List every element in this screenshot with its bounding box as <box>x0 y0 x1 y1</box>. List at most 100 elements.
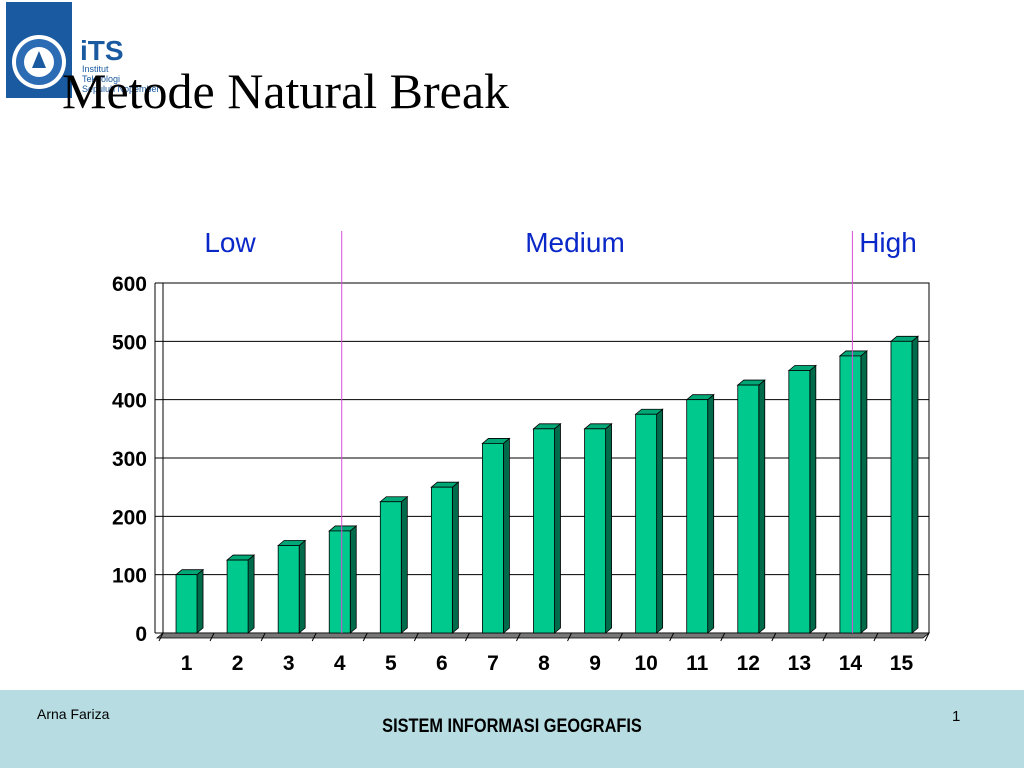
bar-side-11 <box>707 393 715 634</box>
bar-side-8 <box>554 422 561 634</box>
logo-line-3: Sepuluh Nopember <box>82 84 160 94</box>
x-tick-label-15: 15 <box>890 652 914 675</box>
x-tick-13 <box>822 632 828 642</box>
bar-10 <box>634 408 664 634</box>
bar-front-3 <box>277 545 300 634</box>
bar-15 <box>889 335 920 634</box>
logo-seal-emblem <box>32 51 46 68</box>
bar-front-11 <box>686 399 709 634</box>
logo-line-2: Teknologi <box>82 74 120 84</box>
bar-side-5 <box>400 495 408 634</box>
bar-12 <box>736 379 766 634</box>
x-tick-7 <box>516 632 521 642</box>
chart-axes <box>154 282 930 642</box>
x-tick-labels: 1 2 3 4 5 6 7 8 9 10 11 12 13 14 15 <box>181 652 914 675</box>
bar-4 <box>328 525 358 634</box>
x-tick-1 <box>209 632 215 642</box>
its-logo: iTS Institut Teknologi Sepuluh Nopember <box>6 2 160 98</box>
y-tick-label-500: 500 <box>112 331 147 354</box>
bar-front-15 <box>890 340 913 634</box>
y-tick-label-600: 600 <box>112 273 147 296</box>
y-tick-label-300: 300 <box>112 448 147 471</box>
x-tick-label-11: 11 <box>686 652 709 675</box>
x-tick-label-7: 7 <box>487 652 499 675</box>
bar-front-8 <box>533 428 555 634</box>
bar-3 <box>277 539 307 634</box>
bar-13 <box>787 364 817 634</box>
bar-side-13 <box>809 364 817 634</box>
bar-side-6 <box>451 481 459 634</box>
x-tick-label-14: 14 <box>839 652 863 675</box>
x-tick-0 <box>158 632 164 642</box>
y-tick-label-400: 400 <box>112 390 147 413</box>
x-tick-label-13: 13 <box>788 652 811 675</box>
x-tick-14 <box>873 632 879 642</box>
chart-floor-plane <box>155 632 931 639</box>
bar-side-14 <box>860 350 868 634</box>
bar-front-1 <box>175 574 198 634</box>
bar-5 <box>379 495 409 634</box>
bar-front-12 <box>737 384 760 634</box>
bar-side-1 <box>196 568 204 634</box>
footer-page-number: 1 <box>952 708 961 725</box>
logo-name: iTS <box>80 35 124 66</box>
bar-front-2 <box>226 559 249 634</box>
x-tick-label-5: 5 <box>385 652 397 675</box>
bar-1 <box>174 568 205 634</box>
footer-author: Arna Fariza <box>37 706 110 722</box>
bar-front-6 <box>430 486 453 634</box>
class-break-lines <box>341 231 853 633</box>
bar-front-13 <box>788 370 811 634</box>
y-tick-label-100: 100 <box>112 565 147 588</box>
y-tick-label-200: 200 <box>112 506 147 529</box>
class-labels: Low Medium High <box>204 227 916 258</box>
x-tick-label-1: 1 <box>181 652 193 675</box>
x-tick-label-8: 8 <box>538 652 550 675</box>
x-tick-label-3: 3 <box>283 652 295 675</box>
x-tick-10 <box>669 632 675 642</box>
slide-title: Metode Natural Break <box>62 63 510 119</box>
x-tick-label-10: 10 <box>634 652 657 675</box>
x-tick-2 <box>260 632 266 642</box>
bar-7 <box>481 437 511 634</box>
x-tick-6 <box>464 632 470 642</box>
bar-front-14 <box>839 355 862 634</box>
slide-footer: Arna Fariza SISTEM INFORMASI GEOGRAFIS 1 <box>0 690 1024 768</box>
bar-14 <box>838 350 869 634</box>
x-tick-9 <box>618 632 624 642</box>
bar-front-5 <box>379 501 402 634</box>
bar-8 <box>532 422 562 634</box>
y-tick-labels: 0 100 200 300 400 500 600 <box>112 273 147 646</box>
x-tick-label-2: 2 <box>232 652 244 675</box>
x-tick-label-9: 9 <box>589 652 601 675</box>
bar-side-9 <box>605 422 612 634</box>
bar-front-7 <box>482 443 504 634</box>
x-tick-label-4: 4 <box>334 652 346 675</box>
bar-front-10 <box>635 413 658 634</box>
bar-front-9 <box>584 428 606 634</box>
x-tick-11 <box>720 632 726 642</box>
class-label-medium: Medium <box>525 227 625 258</box>
x-tick-8 <box>567 632 572 642</box>
chart-bars <box>174 335 920 634</box>
footer-course-title: SISTEM INFORMASI GEOGRAFIS <box>382 716 642 737</box>
bar-side-7 <box>503 437 510 634</box>
logo-line-1: Institut <box>82 64 109 74</box>
x-tick-4 <box>362 632 368 642</box>
x-tick-5 <box>413 632 419 642</box>
bar-11 <box>685 393 715 634</box>
class-label-low: Low <box>204 227 256 258</box>
bar-side-2 <box>247 554 255 634</box>
bar-side-4 <box>349 525 357 634</box>
bar-side-12 <box>758 379 766 634</box>
bar-9 <box>583 422 613 634</box>
x-tick-12 <box>771 632 777 642</box>
x-tick-label-12: 12 <box>737 652 760 675</box>
class-label-high: High <box>859 227 917 258</box>
bar-front-4 <box>328 530 351 634</box>
bar-side-10 <box>656 408 664 634</box>
bar-6 <box>430 481 460 634</box>
bar-2 <box>225 554 256 634</box>
x-tick-15 <box>924 632 930 642</box>
